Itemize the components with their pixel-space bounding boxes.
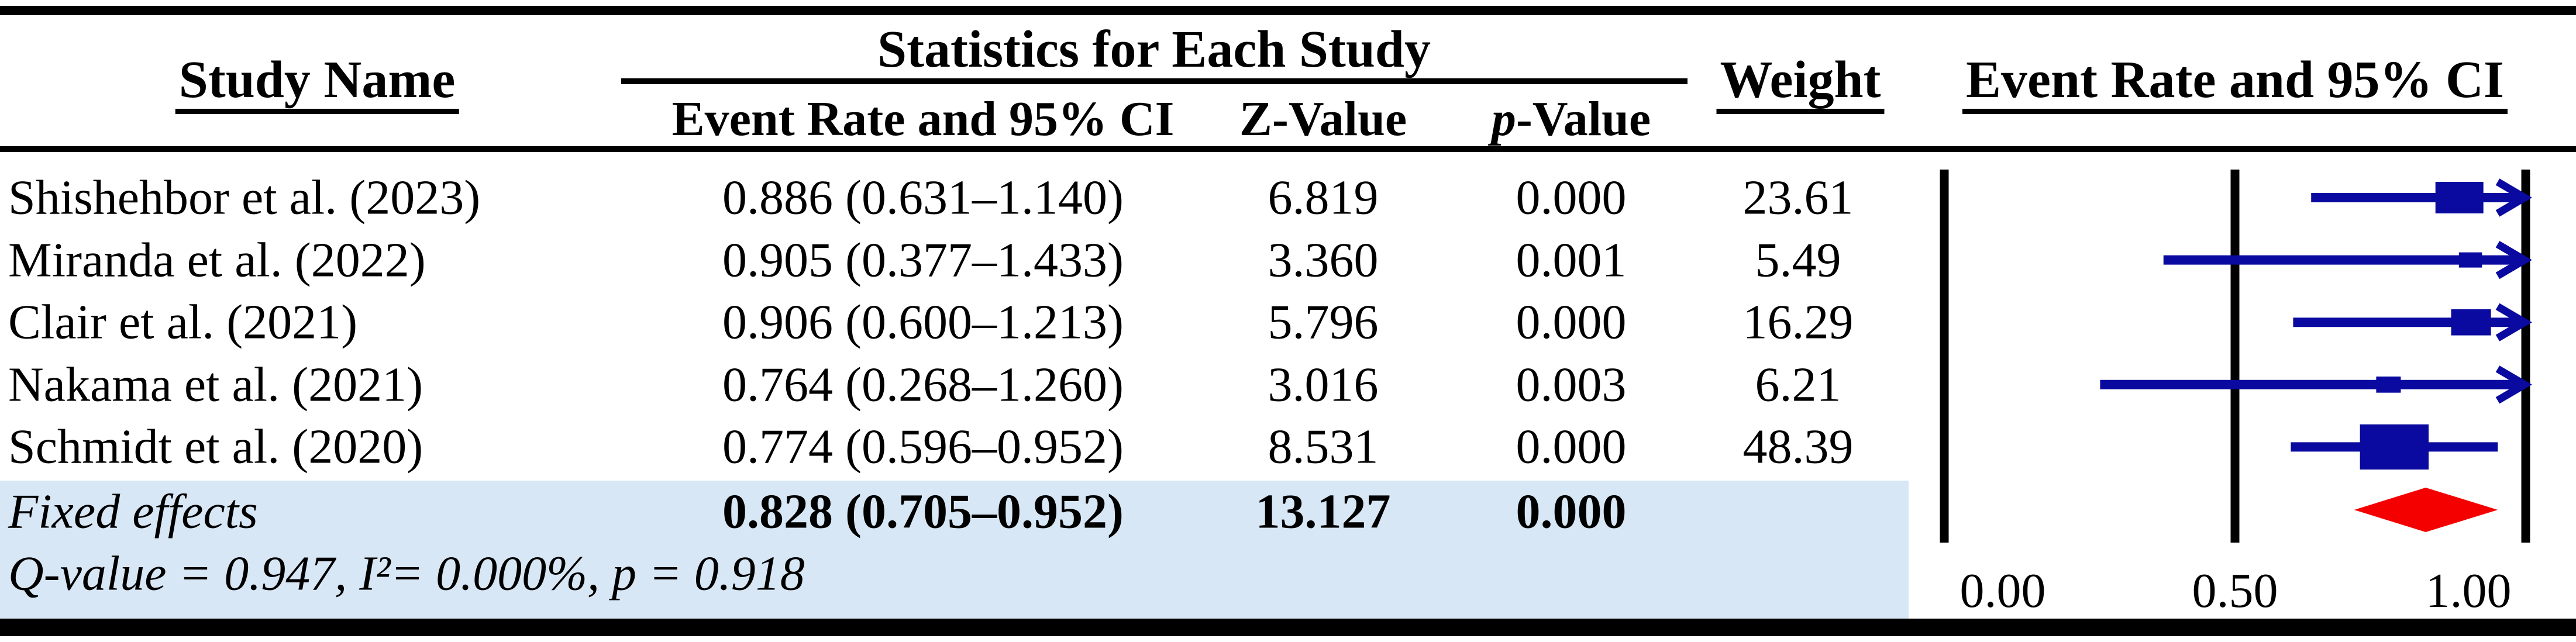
ci-clip-arrow-icon [2495,303,2532,341]
weight-cell: 16.29 [1742,295,1854,350]
effect-size-square [2376,376,2401,393]
p-value-cell: 0.003 [1516,357,1627,412]
weight-cell: 6.21 [1755,357,1841,412]
header-rule [0,146,2576,152]
top-rule [0,6,2576,15]
ci-clip-arrow-icon [2495,365,2532,404]
summary-z-value-cell: 13.127 [1255,484,1391,539]
study-name-cell: Schmidt et al. (2020) [8,419,423,474]
table-row: Nakama et al. (2021) 0.764 (0.268–1.260)… [0,354,2576,416]
p-value-cell: 0.000 [1516,419,1627,474]
event-rate-ci-cell: 0.764 (0.268–1.260) [722,357,1124,412]
z-value-cell: 3.360 [1268,233,1379,288]
axis-tick-label: 0.50 [2192,564,2278,618]
p-value-header-rest: -Value [1516,92,1651,146]
z-value-header: Z-Value [1239,92,1407,146]
event-rate-ci-cell: 0.906 (0.600–1.213) [722,295,1124,350]
weight-cell: 5.49 [1755,233,1841,288]
p-value-header-italic-p: p [1491,92,1516,146]
study-name-cell: Clair et al. (2021) [8,295,358,350]
summary-row: Fixed effects 0.828 (0.705–0.952) 13.127… [0,481,2576,543]
summary-model-label: Fixed effects [8,484,258,539]
weight-cell: 23.61 [1742,170,1854,225]
axis-tick-label: 0.00 [1960,564,2046,618]
ci-clip-arrow-icon [2495,178,2532,217]
summary-p-value-cell: 0.000 [1516,484,1627,539]
z-value-cell: 5.796 [1268,295,1379,350]
p-value-cell: 0.001 [1516,233,1627,288]
study-name-cell: Shishehbor et al. (2023) [8,170,481,225]
heterogeneity-row: Q-value = 0.947, I²= 0.000%, p = 0.918 [0,543,2576,605]
study-name-cell: Miranda et al. (2022) [8,233,426,288]
p-value-cell: 0.000 [1516,170,1627,225]
ci-clip-arrow-icon [2495,240,2532,279]
summary-event-rate-ci-cell: 0.828 (0.705–0.952) [722,484,1124,539]
p-value-cell: 0.000 [1516,295,1627,350]
stats-group-header: Statistics for Each Study [877,20,1431,78]
event-rate-ci-cell: 0.905 (0.377–1.433) [722,233,1124,288]
effect-size-square [2360,424,2429,470]
z-value-cell: 6.819 [1268,170,1379,225]
z-value-cell: 3.016 [1268,357,1379,412]
axis-tick-label: 1.00 [2426,564,2512,618]
heterogeneity-note: Q-value = 0.947, I²= 0.000%, p = 0.918 [8,546,805,601]
table-row: Miranda et al. (2022) 0.905 (0.377–1.433… [0,229,2576,291]
bottom-rule [0,619,2576,636]
effect-size-square [2451,309,2491,336]
p-value-header: p-Value [1492,95,1651,144]
plot-title-header: Event Rate and 95% CI [1962,54,2508,114]
study-name-header: Study Name [175,54,459,114]
table-row: Schmidt et al. (2020) 0.774 (0.596–0.952… [0,416,2576,478]
table-row: Shishehbor et al. (2023) 0.886 (0.631–1.… [0,167,2576,229]
table-row: Clair et al. (2021) 0.906 (0.600–1.213) … [0,291,2576,353]
stats-group-underline [621,78,1688,84]
event-rate-ci-cell: 0.774 (0.596–0.952) [722,419,1124,474]
summary-row-highlight [0,481,1909,619]
summary-diamond [2354,488,2498,532]
study-name-cell: Nakama et al. (2021) [8,357,423,412]
z-value-cell: 8.531 [1268,419,1379,474]
event-rate-ci-cell: 0.886 (0.631–1.140) [722,170,1124,225]
weight-cell: 48.39 [1742,419,1854,474]
weight-header: Weight [1716,54,1885,114]
event-rate-ci-header: Event Rate and 95% CI [671,92,1175,146]
effect-size-square [2458,252,2482,268]
effect-size-square [2435,182,2484,213]
